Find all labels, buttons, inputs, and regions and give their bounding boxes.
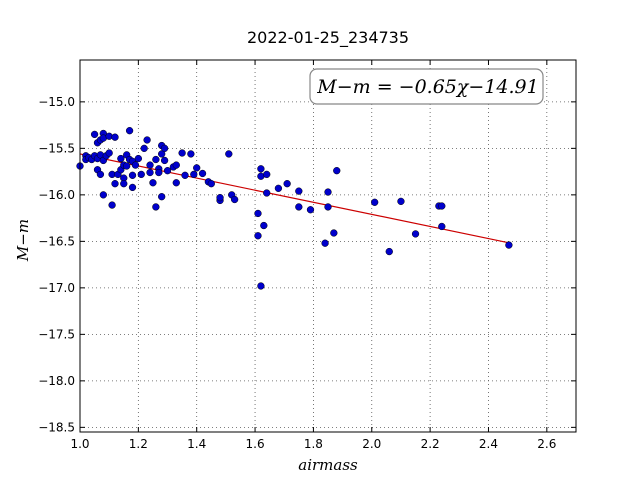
data-point <box>117 154 125 163</box>
data-point <box>330 229 338 237</box>
data-point <box>178 149 186 157</box>
data-point <box>181 171 189 179</box>
x-axis-label: airmass <box>298 456 358 474</box>
data-point <box>140 144 148 153</box>
data-point <box>90 130 99 139</box>
data-point <box>306 206 315 214</box>
data-point <box>105 149 113 157</box>
data-point <box>397 197 405 206</box>
data-point <box>143 136 151 144</box>
data-point <box>155 168 163 177</box>
x-tick-label: 2.6 <box>537 437 556 451</box>
y-tick-label: −15.0 <box>38 95 75 109</box>
fit-equation-frame <box>309 68 544 105</box>
data-point <box>152 203 160 211</box>
fit-line-layer <box>79 153 510 244</box>
data-point <box>257 282 265 290</box>
data-point <box>283 180 291 188</box>
axis-ticks: 1.0 1.2 1.4 1.6 1.8 2.0 2.2 2.4 2.6 −15.0 −15.5 −16… <box>38 60 576 451</box>
data-point <box>128 183 137 192</box>
data-point <box>111 180 119 188</box>
data-point <box>193 164 201 172</box>
data-point <box>160 144 169 153</box>
data-point <box>505 241 513 249</box>
x-tick-label: 1.6 <box>246 437 265 451</box>
data-point <box>438 222 446 231</box>
fit-equation-text: M−m = −0.65χ−14.91 <box>316 76 538 98</box>
data-point <box>324 203 332 211</box>
data-point <box>438 202 446 210</box>
data-point <box>146 161 154 169</box>
data-point <box>137 170 145 179</box>
data-point <box>99 191 107 199</box>
x-tick-label: 1.0 <box>70 437 89 451</box>
data-point <box>149 179 157 187</box>
fit-equation-box: M−m = −0.65χ−14.91 <box>309 68 544 105</box>
data-points <box>76 127 513 290</box>
data-point <box>190 170 198 179</box>
data-point <box>160 156 169 165</box>
data-point <box>216 193 224 202</box>
data-point <box>111 133 119 141</box>
data-point <box>295 203 303 211</box>
data-point <box>163 167 172 175</box>
data-point <box>128 171 137 179</box>
data-point <box>172 179 180 187</box>
data-point <box>254 209 262 218</box>
plot-frame <box>79 59 577 433</box>
data-point <box>254 232 262 240</box>
data-point <box>120 180 128 188</box>
data-point <box>385 247 393 256</box>
grid-lines <box>79 60 576 432</box>
data-point <box>263 189 271 197</box>
y-axis-label: M−m <box>14 219 32 262</box>
data-point <box>257 165 265 173</box>
data-point <box>131 161 140 169</box>
y-tick-label: −18.5 <box>38 420 75 434</box>
data-point <box>333 167 341 175</box>
data-point <box>230 195 239 204</box>
y-tick-label: −18.0 <box>38 374 75 388</box>
data-point <box>371 198 379 206</box>
data-point <box>96 170 105 179</box>
x-tick-label: 1.4 <box>187 437 206 451</box>
y-tick-label: −16.0 <box>38 188 75 202</box>
data-point <box>125 127 134 135</box>
chart-title: 2022-01-25_234735 <box>247 28 409 48</box>
y-tick-label: −17.0 <box>38 281 75 295</box>
data-point <box>207 180 215 188</box>
y-tick-label: −15.5 <box>38 141 75 155</box>
data-point <box>134 154 143 163</box>
data-point <box>198 169 207 178</box>
x-tick-label: 1.8 <box>304 437 323 451</box>
y-tick-label: −16.5 <box>38 234 75 248</box>
x-tick-label: 2.2 <box>421 437 440 451</box>
data-point <box>324 188 332 196</box>
data-point <box>263 170 271 179</box>
data-point <box>108 201 116 209</box>
data-point <box>123 162 131 170</box>
data-point <box>172 161 180 169</box>
y-tick-label: −17.5 <box>38 327 75 341</box>
data-point <box>321 239 329 247</box>
data-point <box>146 168 154 177</box>
data-point <box>260 221 268 230</box>
fit-line <box>79 153 510 244</box>
data-point <box>158 193 166 201</box>
data-point <box>274 184 283 192</box>
x-tick-label: 1.2 <box>129 437 148 451</box>
data-point <box>411 230 420 238</box>
data-point <box>225 150 233 158</box>
x-tick-label: 2.0 <box>362 437 381 451</box>
data-point <box>295 187 303 195</box>
x-tick-label: 2.4 <box>479 437 498 451</box>
data-point <box>187 150 195 158</box>
data-point <box>152 155 160 164</box>
